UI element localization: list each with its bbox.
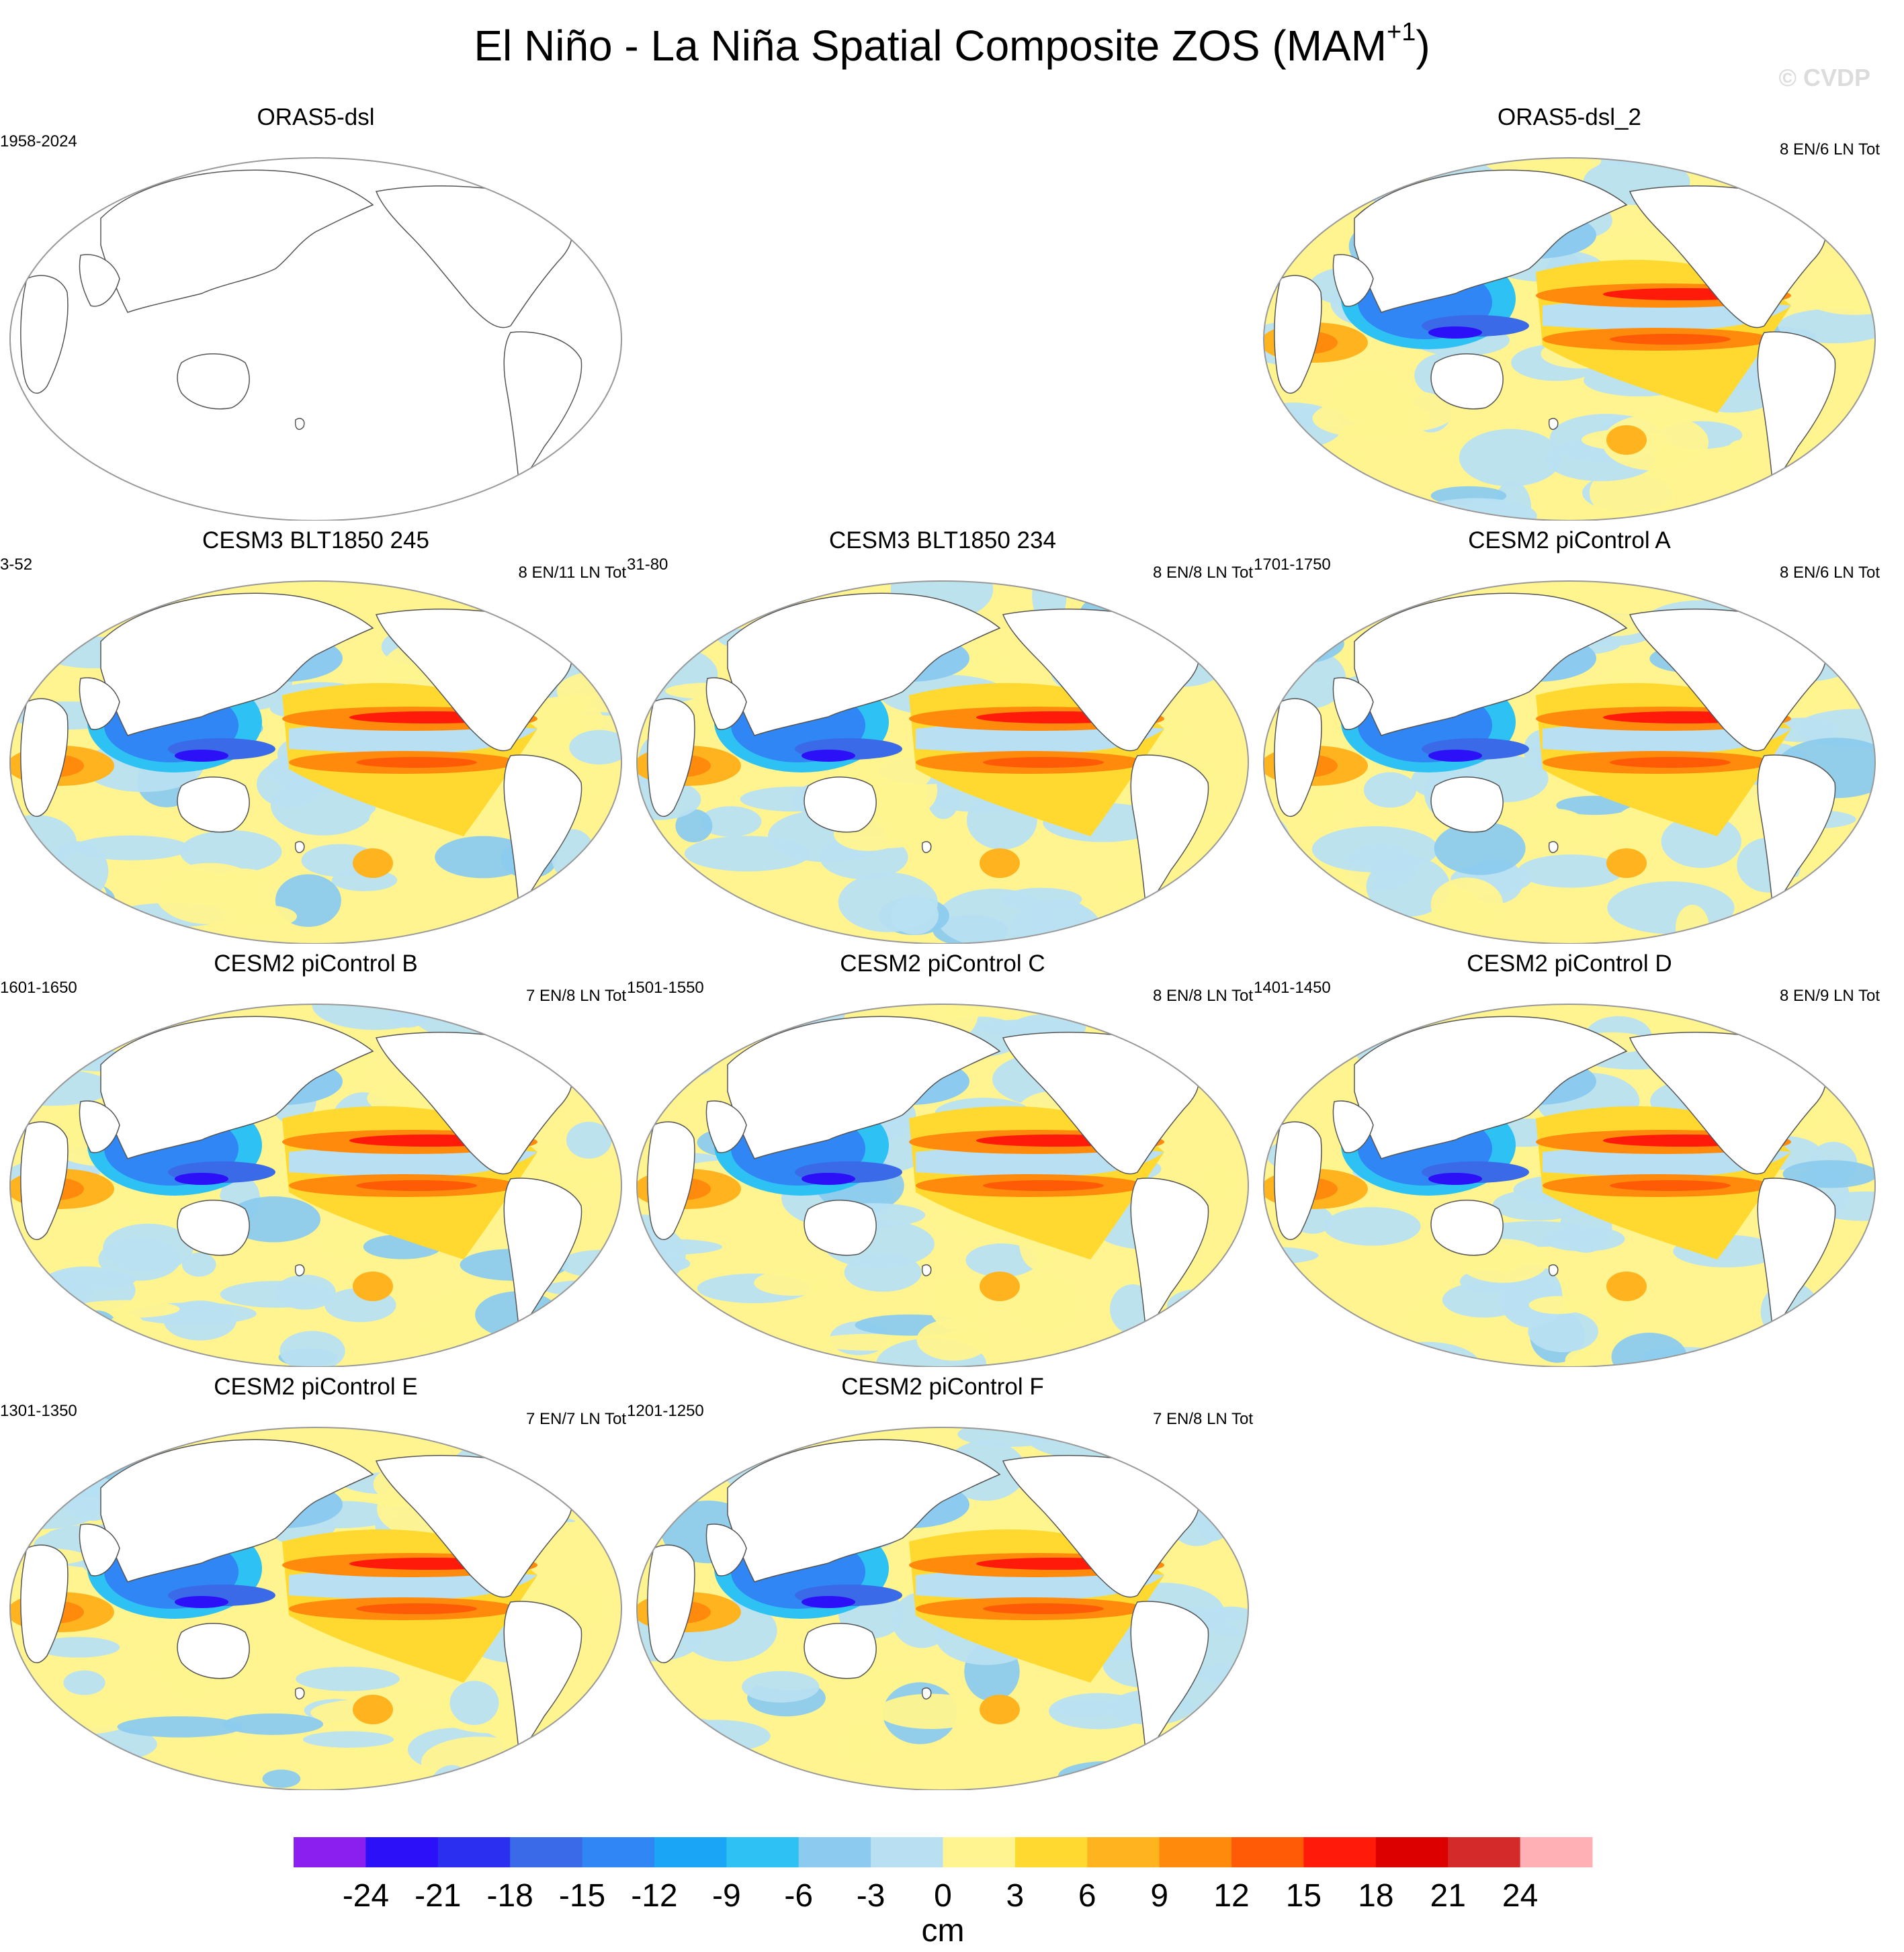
panel-counts-label: 8 EN/8 LN Tot	[1153, 564, 1253, 582]
map-field	[1263, 580, 1876, 944]
colorbar-swatch	[726, 1837, 799, 1867]
colorbar-tick-label: 24	[1502, 1878, 1538, 1914]
map-field	[636, 1004, 1249, 1367]
map-field	[9, 1004, 622, 1367]
panel-counts-label: 8 EN/11 LN Tot	[518, 564, 626, 582]
colorbar-tick-label: 21	[1430, 1878, 1466, 1914]
colorbar-tick-label: -24	[343, 1878, 389, 1914]
colorbar-tick-label: -9	[712, 1878, 741, 1914]
colorbar-swatch	[510, 1837, 583, 1867]
colorbar-tick-label: -18	[486, 1878, 533, 1914]
colorbar-swatch	[943, 1837, 1016, 1867]
panel-counts-label: 7 EN/8 LN Tot	[1153, 1410, 1253, 1428]
colorbar-tick-label: 9	[1150, 1878, 1168, 1914]
colorbar-tick-label: -12	[631, 1878, 677, 1914]
panel-counts-label: 7 EN/8 LN Tot	[526, 987, 626, 1005]
colorbar-tick-label: -15	[559, 1878, 605, 1914]
colorbar-swatch	[1231, 1837, 1304, 1867]
map-panel: CESM2 piControl F 1201-1250 7 EN/8 LN Tot	[627, 1374, 1258, 1790]
panel-counts-label: 8 EN/6 LN Tot	[1780, 564, 1880, 582]
colorbar-swatch	[1159, 1837, 1232, 1867]
colorbar-swatch	[437, 1837, 511, 1867]
title-superscript: +1	[1387, 18, 1416, 46]
colorbar-tick-label: 3	[1006, 1878, 1025, 1914]
map-field	[1263, 1004, 1876, 1367]
colorbar-swatch	[1014, 1837, 1088, 1867]
panel-title: ORAS5-dsl_2	[1498, 104, 1641, 130]
colorbar-tick-label: 6	[1078, 1878, 1096, 1914]
panel-counts-label: 8 EN/6 LN Tot	[1780, 140, 1880, 159]
map-panel: CESM3 BLT1850 234 31-80 8 EN/8 LN Tot	[627, 527, 1258, 944]
panel-years-label: 3-52	[0, 556, 33, 574]
map-panel: CESM2 piControl D 1401-1450 8 EN/9 LN Tot	[1254, 950, 1885, 1367]
panel-years-label: 1301-1350	[0, 1402, 77, 1420]
colorbar-tick-label: -21	[415, 1878, 461, 1914]
panel-title: CESM3 BLT1850 234	[829, 527, 1056, 553]
colorbar-tick-label: -6	[784, 1878, 813, 1914]
colorbar-tick-label: 18	[1358, 1878, 1393, 1914]
panel-title: CESM2 piControl C	[840, 950, 1045, 977]
map-field	[636, 580, 1249, 944]
colorbar-swatch	[294, 1837, 366, 1867]
panel-years-label: 1501-1550	[627, 979, 704, 997]
map-field	[9, 157, 622, 521]
map-panel: ORAS5-dsl 1958-2024	[0, 104, 632, 521]
map-panel: ORAS5-dsl_2 8 EN/6 LN Tot	[1254, 104, 1885, 521]
panel-years-label: 1958-2024	[0, 132, 77, 150]
map-field	[9, 1427, 622, 1790]
map-field	[9, 580, 622, 944]
panel-counts-label: 8 EN/9 LN Tot	[1780, 987, 1880, 1005]
watermark: © CVDP	[1778, 64, 1870, 91]
colorbar-tick-label: 0	[934, 1878, 952, 1914]
panel-counts-label: 8 EN/8 LN Tot	[1153, 987, 1253, 1005]
map-field	[636, 1427, 1249, 1790]
map-field	[1263, 157, 1876, 521]
colorbar-swatch	[1520, 1837, 1593, 1867]
panel-title: CESM2 piControl D	[1467, 950, 1672, 977]
panel-years-label: 1401-1450	[1254, 979, 1331, 997]
colorbar-tick-label: -3	[857, 1878, 885, 1914]
colorbar-tick-label: 12	[1213, 1878, 1249, 1914]
panel-years-label: 1601-1650	[0, 979, 77, 997]
panel-years-label: 1701-1750	[1254, 556, 1331, 574]
colorbar-swatch	[1303, 1837, 1377, 1867]
map-panel: CESM2 piControl A 1701-1750 8 EN/6 LN Tot	[1254, 527, 1885, 944]
colorbar-swatch	[654, 1837, 727, 1867]
map-panel: CESM2 piControl E 1301-1350 7 EN/7 LN Tot	[0, 1374, 632, 1790]
panel-years-label: 31-80	[627, 556, 668, 574]
panel-title: CESM3 BLT1850 245	[202, 527, 429, 553]
panel-title: CESM2 piControl B	[214, 950, 418, 977]
panel-title: CESM2 piControl F	[841, 1374, 1044, 1400]
colorbar-swatch	[871, 1837, 943, 1867]
map-panel: CESM3 BLT1850 245 3-52 8 EN/11 LN Tot	[0, 527, 632, 944]
panel-title: CESM2 piControl E	[214, 1374, 418, 1400]
panel-years-label: 1201-1250	[627, 1402, 704, 1420]
panel-title: CESM2 piControl A	[1468, 527, 1671, 553]
colorbar-swatch	[798, 1837, 871, 1867]
colorbar-swatch	[1087, 1837, 1160, 1867]
map-panel: CESM2 piControl C 1501-1550 8 EN/8 LN Tot	[627, 950, 1258, 1367]
colorbar-unit-label: cm	[922, 1913, 965, 1949]
panel-counts-label: 7 EN/7 LN Tot	[526, 1410, 626, 1428]
colorbar-swatch	[582, 1837, 655, 1867]
chart-title: El Niño - La Niña Spatial Composite ZOS …	[474, 18, 1430, 70]
colorbar-swatch	[365, 1837, 439, 1867]
panel-title: ORAS5-dsl	[257, 104, 375, 130]
colorbar-swatch	[1448, 1837, 1521, 1867]
colorbar-tick-label: 15	[1286, 1878, 1322, 1914]
colorbar-swatch	[1375, 1837, 1448, 1867]
map-panel: CESM2 piControl B 1601-1650 7 EN/8 LN Tot	[0, 950, 632, 1367]
